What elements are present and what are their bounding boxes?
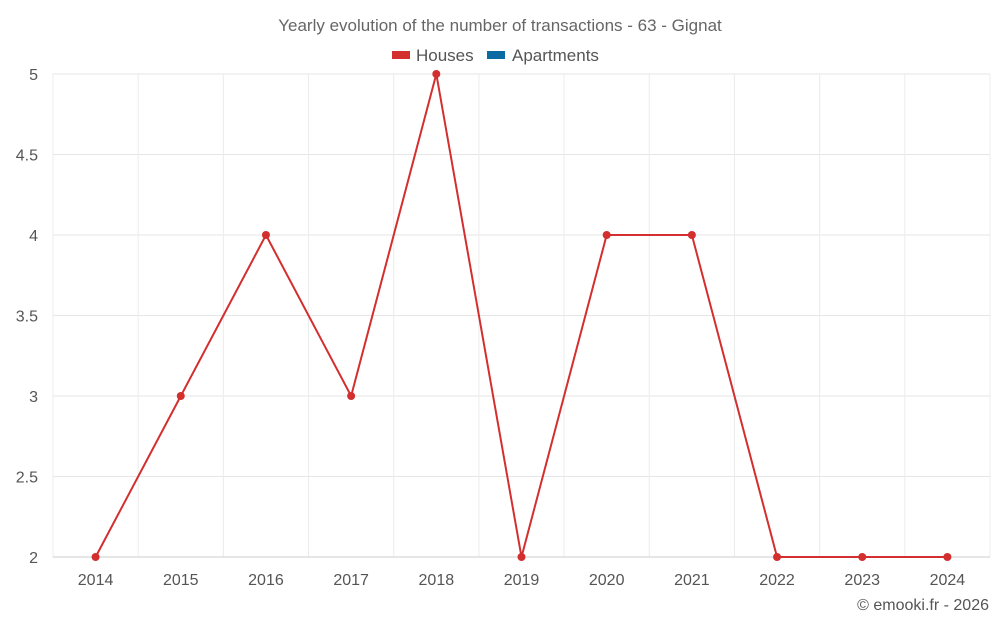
legend[interactable]: Houses Apartments	[392, 46, 599, 65]
x-tick-label: 2017	[333, 572, 369, 589]
data-point[interactable]	[347, 392, 356, 400]
data-point[interactable]	[517, 553, 526, 561]
y-tick-label: 2	[29, 550, 38, 567]
legend-swatch-houses	[392, 51, 410, 59]
x-tick-label: 2022	[759, 572, 795, 589]
data-point[interactable]	[261, 231, 270, 239]
y-tick-label: 3	[29, 389, 38, 406]
data-point[interactable]	[602, 231, 611, 239]
x-axis: 2014 2015 2016 2017 2018 2019 2020 2021 2022 2023…	[53, 556, 990, 589]
data-point[interactable]	[176, 392, 185, 400]
data-point[interactable]	[858, 553, 867, 561]
x-tick-label: 2021	[674, 572, 710, 589]
y-tick-label: 3.5	[16, 309, 38, 326]
legend-label-apartments[interactable]: Apartments	[512, 46, 599, 65]
y-tick-label: 2.5	[16, 470, 38, 487]
data-point[interactable]	[687, 231, 696, 239]
data-point[interactable]	[432, 70, 441, 78]
series-houses	[91, 70, 952, 561]
chart-title: Yearly evolution of the number of transa…	[278, 16, 722, 35]
y-tick-label: 5	[29, 67, 38, 84]
x-tick-label: 2024	[930, 572, 966, 589]
legend-swatch-apartments	[487, 51, 505, 59]
x-tick-label: 2023	[844, 572, 880, 589]
y-axis: 2 2.5 3 3.5 4 4.5 5	[16, 67, 38, 567]
x-tick-label: 2014	[78, 572, 114, 589]
legend-label-houses[interactable]: Houses	[416, 46, 474, 65]
y-tick-label: 4	[29, 228, 38, 245]
y-tick-label: 4.5	[16, 148, 38, 165]
x-tick-label: 2020	[589, 572, 625, 589]
data-point[interactable]	[943, 553, 952, 561]
data-point[interactable]	[773, 553, 782, 561]
data-point[interactable]	[91, 553, 100, 561]
x-tick-label: 2015	[163, 572, 199, 589]
grid	[52, 73, 991, 558]
x-tick-label: 2018	[419, 572, 455, 589]
x-tick-label: 2019	[504, 572, 540, 589]
x-tick-label: 2016	[248, 572, 284, 589]
credit-text: © emooki.fr - 2026	[857, 597, 989, 614]
